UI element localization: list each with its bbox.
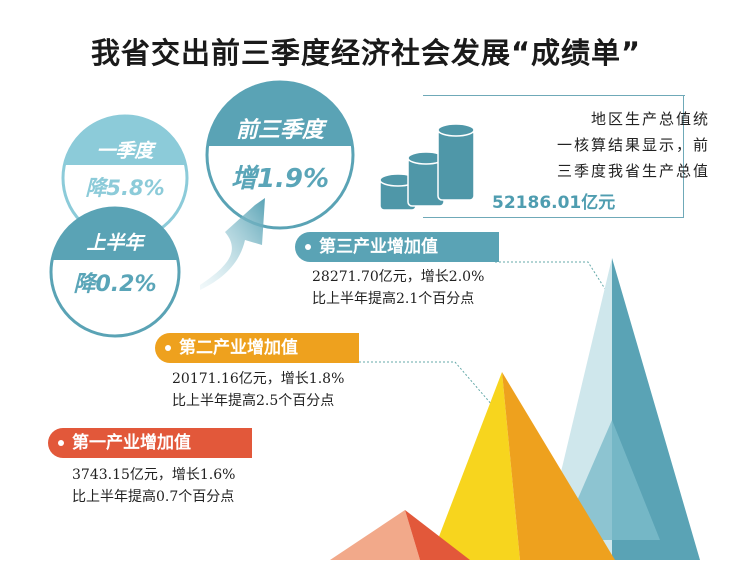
arrow-icon: [200, 198, 265, 290]
primary-label: 第一产业增加值: [72, 433, 191, 453]
tertiary-peak: [540, 258, 700, 560]
circle-q1-value: 降5.8%: [85, 176, 165, 200]
primary-info: 3743.15亿元，增长1.6% 比上半年提高0.7个百分点: [72, 464, 235, 508]
primary-label-pill: 第一产业增加值: [48, 428, 252, 458]
circle-h1-value: 降0.2%: [73, 272, 157, 297]
circle-q1-3: [205, 80, 355, 230]
gdp-text-line: 一核算结果显示，前: [556, 136, 710, 154]
gdp-text-line: 地区生产总值统: [590, 110, 710, 128]
circle-q1-3-value: 增1.9%: [230, 164, 330, 194]
coin-stack-icon: [379, 123, 475, 211]
secondary-value: 20171.16亿元，增长1.8%: [172, 371, 345, 387]
bullet-icon: [58, 440, 64, 446]
secondary-label-pill: 第二产业增加值: [155, 333, 359, 363]
tertiary-label: 第三产业增加值: [319, 237, 438, 257]
tertiary-label-pill: 第三产业增加值: [295, 232, 499, 262]
secondary-change: 比上半年提高2.5个百分点: [172, 393, 335, 409]
tertiary-info: 28271.70亿元，增长2.0% 比上半年提高2.1个百分点: [312, 266, 484, 310]
primary-value: 3743.15亿元，增长1.6%: [72, 467, 236, 483]
secondary-info: 20171.16亿元，增长1.8% 比上半年提高2.5个百分点: [172, 368, 344, 412]
page-title: 我省交出前三季度经济社会发展“成绩单”: [90, 36, 642, 70]
tertiary-value: 28271.70亿元，增长2.0%: [312, 269, 485, 285]
circle-q1-3-label: 前三季度: [235, 118, 324, 143]
circle-q1-label: 一季度: [96, 140, 154, 162]
primary-change: 比上半年提高0.7个百分点: [72, 489, 235, 505]
gdp-value: 52186.01亿元: [492, 193, 616, 213]
circle-h1-label: 上半年: [86, 232, 144, 254]
gdp-text-line: 三季度我省生产总值: [556, 162, 710, 180]
bullet-icon: [305, 244, 311, 250]
tertiary-change: 比上半年提高2.1个百分点: [312, 291, 475, 307]
secondary-peak: [430, 372, 615, 560]
bullet-icon: [165, 345, 171, 351]
primary-peak: [330, 510, 470, 560]
circle-h1: [49, 206, 181, 338]
gdp-box: [423, 95, 684, 218]
secondary-label: 第二产业增加值: [179, 338, 298, 358]
